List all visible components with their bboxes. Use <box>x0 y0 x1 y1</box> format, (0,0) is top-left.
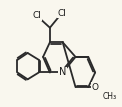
Text: Cl: Cl <box>33 11 41 21</box>
Text: CH₃: CH₃ <box>103 92 117 101</box>
Text: N: N <box>59 68 66 77</box>
Text: Cl: Cl <box>57 9 66 18</box>
Text: O: O <box>92 83 99 92</box>
